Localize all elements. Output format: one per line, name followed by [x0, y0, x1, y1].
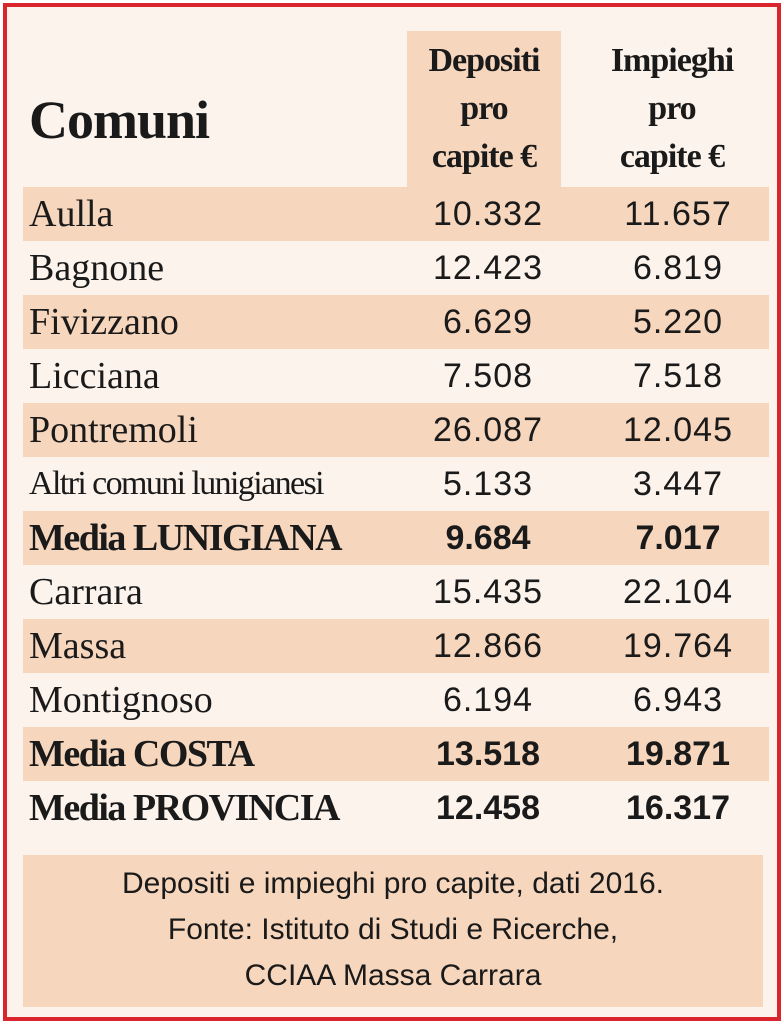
cell-impieghi: 7.518 — [632, 357, 724, 395]
table-row: Licciana 7.508 7.518 — [23, 349, 769, 403]
cell-depositi: 12.458 — [436, 789, 540, 827]
cell-depositi: 5.133 — [442, 465, 534, 503]
cell-impieghi: 12.045 — [623, 411, 733, 449]
table-row: Pontremoli 26.087 12.045 — [23, 403, 769, 457]
cell-comune: Pontremoli — [29, 409, 198, 451]
table-row: Montignoso 6.194 6.943 — [23, 673, 769, 727]
cell-impieghi: 6.819 — [632, 249, 724, 287]
cell-depositi: 26.087 — [433, 411, 543, 449]
cell-depositi: 6.194 — [442, 681, 534, 719]
cell-depositi: 15.435 — [433, 573, 543, 611]
cell-impieghi: 16.317 — [626, 789, 730, 827]
column-header-depositi-line-1: Depositi — [428, 42, 541, 79]
cell-comune: Licciana — [29, 355, 160, 397]
table-row-average-provincia: Media PROVINCIA 12.458 16.317 — [23, 781, 769, 835]
cell-comune: Montignoso — [29, 679, 213, 721]
cell-impieghi: 19.764 — [623, 627, 733, 665]
cell-depositi: 12.866 — [433, 627, 543, 665]
cell-comune: Bagnone — [29, 247, 165, 289]
column-header-depositi-line-3: capite € — [431, 138, 537, 175]
cell-comune: Media COSTA — [29, 733, 255, 775]
table-row: Massa 12.866 19.764 — [23, 619, 769, 673]
cell-comune: Aulla — [29, 193, 114, 235]
column-header-impieghi-line-1: Impieghi — [610, 42, 734, 79]
cell-comune: Media LUNIGIANA — [29, 517, 343, 559]
table-row-average-costa: Media COSTA 13.518 19.871 — [23, 727, 769, 781]
cell-impieghi: 11.657 — [624, 195, 732, 233]
column-header-impieghi-line-2: pro — [648, 90, 696, 127]
cell-impieghi: 3.447 — [632, 465, 724, 503]
cell-depositi: 12.423 — [433, 249, 543, 287]
cell-depositi: 13.518 — [436, 735, 540, 773]
column-header-impieghi-line-3: capite € — [619, 138, 725, 175]
table-header: Comuni Depositi pro capite € Impieghi pr… — [7, 7, 777, 187]
caption-line-3: CCIAA Massa Carrara — [244, 959, 542, 992]
cell-comune: Carrara — [29, 571, 143, 613]
cell-depositi: 7.508 — [442, 357, 534, 395]
caption-line-2: Fonte: Istituto di Studi e Ricerche, — [167, 913, 619, 946]
cell-comune: Fivizzano — [29, 301, 179, 343]
column-header-impieghi: Impieghi pro capite € — [587, 31, 757, 187]
data-table-body: Aulla 10.332 11.657 Bagnone 12.423 6.819… — [23, 187, 769, 835]
column-header-depositi-line-2: pro — [460, 90, 508, 127]
cell-impieghi: 6.943 — [632, 681, 724, 719]
column-header-comuni: Comuni — [29, 90, 210, 150]
source-caption: Depositi e impieghi pro capite, dati 201… — [23, 855, 763, 1007]
cell-comune: Altri comuni lunigianesi — [29, 465, 325, 502]
table-row: Fivizzano 6.629 5.220 — [23, 295, 769, 349]
column-header-depositi: Depositi pro capite € — [407, 31, 561, 187]
cell-depositi: 6.629 — [442, 303, 534, 341]
cell-impieghi: 7.017 — [635, 519, 721, 557]
cell-impieghi: 19.871 — [626, 735, 730, 773]
cell-comune: Media PROVINCIA — [29, 787, 340, 829]
table-row: Altri comuni lunigianesi 5.133 3.447 — [23, 457, 769, 511]
table-row: Bagnone 12.423 6.819 — [23, 241, 769, 295]
cell-impieghi: 22.104 — [623, 573, 733, 611]
table-row-average-lunigiana: Media LUNIGIANA 9.684 7.017 — [23, 511, 769, 565]
infographic-table: Comuni Depositi pro capite € Impieghi pr… — [3, 3, 781, 1021]
table-row: Aulla 10.332 11.657 — [23, 187, 769, 241]
caption-line-1: Depositi e impieghi pro capite, dati 201… — [122, 867, 664, 900]
cell-depositi: 9.684 — [445, 519, 531, 557]
cell-depositi: 10.332 — [433, 195, 543, 233]
table-row: Carrara 15.435 22.104 — [23, 565, 769, 619]
cell-impieghi: 5.220 — [632, 303, 724, 341]
cell-comune: Massa — [29, 625, 127, 667]
